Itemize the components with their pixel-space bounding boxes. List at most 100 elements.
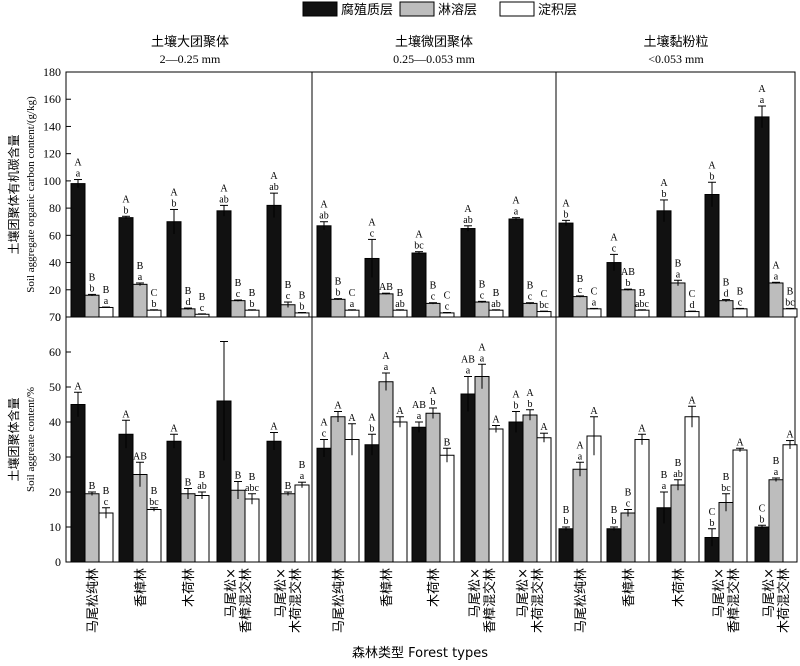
bar bbox=[330, 416, 346, 563]
significance-letter-lower: a bbox=[662, 481, 667, 492]
bar bbox=[488, 309, 504, 318]
significance-letter-upper: AB bbox=[621, 267, 635, 278]
significance-letter-upper: B bbox=[137, 261, 144, 272]
significance-letter-lower: ab bbox=[269, 182, 278, 193]
panel-title: 土壤大团聚体 bbox=[151, 34, 229, 50]
bar bbox=[330, 298, 346, 318]
significance-letter-upper: A bbox=[334, 401, 342, 412]
significance-letter-lower: a bbox=[138, 272, 143, 283]
y-tick-label: 10 bbox=[49, 520, 61, 534]
bar bbox=[656, 210, 672, 318]
significance-letter-upper: B bbox=[235, 471, 242, 482]
y-tick-label: 40 bbox=[49, 415, 61, 429]
panel-title: 土壤黏粉粒 bbox=[643, 34, 708, 50]
bar bbox=[294, 484, 310, 563]
y-tick-label: 100 bbox=[43, 174, 61, 188]
significance-letter-upper: A bbox=[512, 390, 520, 401]
significance-letter-upper: B bbox=[723, 278, 730, 289]
bar bbox=[266, 440, 282, 563]
significance-letter-upper: A bbox=[772, 260, 780, 271]
bar bbox=[754, 526, 770, 563]
x-category-label: 木荷林 bbox=[182, 568, 197, 607]
significance-letter-lower: a bbox=[514, 207, 519, 218]
significance-letter-lower: b bbox=[612, 516, 617, 527]
significance-letter-lower: d bbox=[724, 289, 729, 300]
significance-letter-upper: A bbox=[464, 204, 472, 215]
significance-letter-lower: ab bbox=[395, 299, 404, 310]
significance-letter-upper: B bbox=[723, 472, 730, 483]
bar bbox=[266, 204, 282, 318]
significance-letter-upper: A bbox=[122, 194, 130, 205]
x-category-label-line1: 马尾松× bbox=[224, 568, 239, 618]
significance-letter-upper: A bbox=[270, 422, 278, 433]
bar bbox=[166, 221, 182, 318]
panel-size-range: 0.25—0.053 mm bbox=[393, 52, 475, 66]
significance-letter-lower: ab bbox=[491, 299, 500, 310]
significance-letter-upper: A bbox=[562, 198, 570, 209]
y-tick-label: 140 bbox=[43, 119, 61, 133]
bar bbox=[558, 222, 574, 318]
bar bbox=[684, 311, 700, 318]
bar bbox=[84, 294, 100, 318]
bar bbox=[732, 449, 748, 563]
y-tick-label: 80 bbox=[49, 201, 61, 215]
significance-letter-upper: B bbox=[249, 472, 256, 483]
significance-letter-lower: b bbox=[124, 205, 129, 216]
y-tick-label: 20 bbox=[49, 283, 61, 297]
bar bbox=[316, 447, 332, 563]
significance-letter-lower: a bbox=[676, 269, 681, 280]
bar bbox=[474, 376, 490, 563]
significance-letter-upper: A bbox=[758, 84, 766, 95]
plot-organic-carbon: 0 20 40 60 80 100 120 140 160 180 土壤团聚体有机碳含量 Soil a… bbox=[6, 65, 798, 324]
bar bbox=[732, 308, 748, 318]
significance-letter-upper: B bbox=[479, 279, 486, 290]
bar bbox=[392, 309, 408, 318]
significance-letter-lower: b bbox=[662, 189, 667, 200]
significance-letter-upper: A bbox=[786, 430, 794, 441]
significance-letter-lower: bc bbox=[785, 297, 795, 308]
bar bbox=[670, 282, 686, 318]
significance-letter-lower: bc bbox=[414, 241, 424, 252]
significance-letter-lower: c bbox=[612, 243, 617, 254]
significance-letter-lower: bc bbox=[539, 300, 549, 311]
significance-letter-lower: d bbox=[186, 297, 191, 308]
bar bbox=[180, 308, 196, 318]
significance-letter-upper: B bbox=[661, 470, 668, 481]
bar bbox=[294, 312, 310, 318]
significance-letter-upper: B bbox=[611, 505, 618, 516]
significance-letter-upper: B bbox=[299, 460, 306, 471]
significance-letter-upper: B bbox=[89, 481, 96, 492]
significance-letter-upper: AB bbox=[461, 355, 475, 366]
bar bbox=[536, 437, 552, 563]
significance-letter-upper: B bbox=[737, 286, 744, 297]
bar bbox=[754, 116, 770, 318]
significance-letter-lower: a bbox=[760, 95, 765, 106]
bar bbox=[216, 210, 232, 318]
legend-label: 淋溶层 bbox=[438, 3, 477, 18]
bar bbox=[344, 309, 360, 318]
significance-letter-upper: B bbox=[787, 286, 794, 297]
bar bbox=[166, 440, 182, 563]
significance-letter-upper: B bbox=[444, 437, 451, 448]
significance-letter-lower: a bbox=[104, 296, 109, 307]
significance-letter-upper: B bbox=[89, 272, 96, 283]
significance-letter-upper: A bbox=[320, 418, 328, 429]
plot-aggregate-content: 0 10 20 30 40 50 60 70 土壤团聚体含量 Soil aggreate cont… bbox=[6, 310, 798, 569]
x-category-label-line2: 木荷混交林 bbox=[776, 568, 792, 633]
significance-letter-upper: C bbox=[541, 289, 548, 300]
x-category-label-line1: 马尾松× bbox=[762, 568, 777, 618]
significance-letter-lower: c bbox=[480, 290, 485, 301]
significance-letter-upper: B bbox=[103, 285, 110, 296]
significance-letter-upper: A bbox=[638, 423, 646, 434]
significance-letter-lower: b bbox=[431, 397, 436, 408]
x-category-label-line2: 香樟混交林 bbox=[238, 568, 254, 633]
bar bbox=[606, 528, 622, 563]
bar bbox=[704, 194, 720, 318]
significance-letter-lower: c bbox=[578, 285, 583, 296]
significance-letter-upper: A bbox=[708, 160, 716, 171]
significance-letter-upper: A bbox=[415, 230, 423, 241]
significance-letter-lower: ab bbox=[319, 211, 328, 222]
bar bbox=[572, 296, 588, 318]
significance-letter-upper: A bbox=[736, 437, 744, 448]
significance-letter-upper: A bbox=[540, 422, 548, 433]
